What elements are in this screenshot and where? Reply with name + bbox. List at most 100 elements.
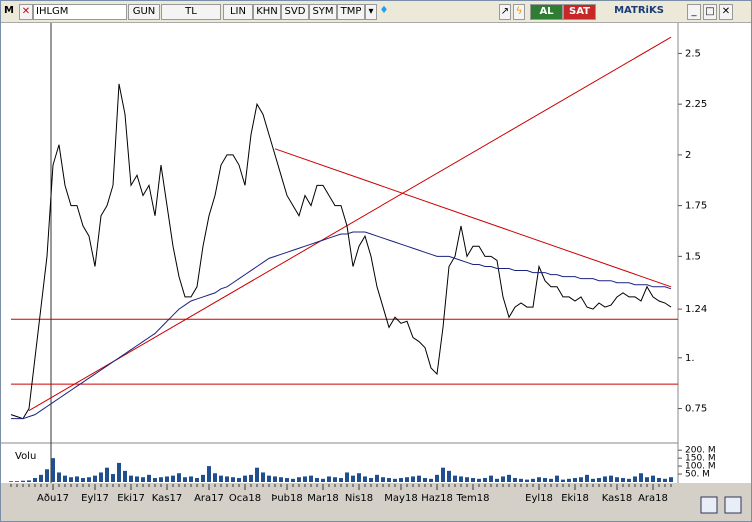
volume-bar: [135, 476, 139, 482]
volume-bar: [87, 477, 91, 482]
volume-bar: [405, 477, 409, 482]
volume-bar: [111, 474, 115, 482]
volume-bar: [303, 476, 307, 482]
volume-tick-label: 50. M: [685, 470, 710, 480]
volume-bar: [159, 477, 163, 482]
x-tick-label: Eyl18: [525, 493, 553, 504]
volume-bar: [9, 481, 13, 482]
volume-bar: [219, 475, 223, 482]
volume-bar: [609, 475, 613, 482]
volume-bar: [333, 477, 337, 482]
icon[interactable]: ϟ: [513, 4, 525, 20]
volume-bar: [369, 478, 373, 482]
volume-bar: [339, 478, 343, 482]
button[interactable]: TMP: [337, 4, 365, 20]
icon[interactable]: ↗: [499, 4, 511, 20]
volume-tick-label: 200. M: [685, 446, 716, 456]
button[interactable]: GUN: [128, 4, 160, 20]
volume-bar: [141, 477, 145, 482]
x-tick-label: Nis18: [345, 493, 373, 504]
volume-bar: [27, 480, 31, 482]
volume-bar: [501, 476, 505, 482]
volume-bar: [627, 478, 631, 482]
trend-line: [28, 36, 672, 411]
volume-bar: [507, 474, 511, 482]
symbol-input[interactable]: IHLGM: [33, 4, 127, 20]
button[interactable]: LIN: [223, 4, 253, 20]
volume-bar: [183, 477, 187, 482]
volume-bar: [249, 474, 253, 482]
sell-button[interactable]: SAT: [563, 4, 596, 20]
volume-bar: [177, 473, 181, 482]
settings-icon[interactable]: [700, 496, 718, 514]
volume-bar: [441, 467, 445, 482]
volume-bar: [363, 476, 367, 482]
window-button[interactable]: ✕: [719, 4, 733, 20]
volume-bar: [39, 474, 43, 482]
volume-bar: [171, 475, 175, 482]
volume-bar: [531, 478, 535, 482]
y-tick-label: 0.75: [685, 404, 707, 415]
volume-bar: [633, 476, 637, 482]
volume-bar: [309, 475, 313, 482]
volume-bar: [57, 472, 61, 482]
logo: M: [4, 5, 14, 16]
volume-bar: [99, 472, 103, 482]
volume-bar: [579, 477, 583, 482]
volume-bar: [255, 467, 259, 482]
volume-bar: [123, 470, 127, 482]
volume-bar: [591, 478, 595, 482]
y-tick-label: 2.5: [685, 48, 701, 59]
trend-line: [274, 148, 672, 288]
volume-bar: [351, 475, 355, 482]
volume-bar: [411, 476, 415, 482]
x-tick-label: Kas17: [152, 493, 182, 504]
x-tick-label: Ara17: [194, 493, 224, 504]
dropdown[interactable]: ▾: [365, 4, 377, 20]
volume-bar: [201, 474, 205, 482]
x-tick-label: May18: [384, 493, 417, 504]
volume-bar: [495, 478, 499, 482]
volume-bar: [81, 478, 85, 482]
button[interactable]: SYM: [309, 4, 337, 20]
volume-bar: [195, 478, 199, 482]
x-tick-label: Tem18: [455, 493, 489, 504]
y-tick-label: 1.24: [685, 304, 707, 315]
volume-bar: [51, 458, 55, 482]
x-tick-label: Ara18: [638, 493, 668, 504]
zoom-icon[interactable]: [724, 496, 742, 514]
window-button[interactable]: _: [687, 4, 701, 20]
volume-bar: [651, 475, 655, 482]
volume-bar: [525, 479, 529, 482]
volume-bar: [75, 476, 79, 482]
volume-bar: [483, 478, 487, 482]
volume-bar: [21, 480, 25, 482]
buy-button[interactable]: AL: [530, 4, 563, 20]
volume-bar: [555, 475, 559, 482]
volume-bar: [291, 478, 295, 482]
volume-bar: [93, 475, 97, 482]
volume-bar: [231, 477, 235, 482]
volume-bar: [489, 475, 493, 482]
close-symbol[interactable]: ✕: [19, 4, 33, 20]
volume-bar: [543, 478, 547, 482]
volume-bar: [657, 478, 661, 482]
volume-bar: [471, 478, 475, 482]
volume-bar: [33, 478, 37, 482]
twitter-icon[interactable]: ♦: [379, 5, 389, 16]
volume-bar: [45, 469, 49, 482]
y-tick-label: 1.: [685, 353, 695, 364]
volume-bar: [423, 478, 427, 482]
button[interactable]: TL: [161, 4, 221, 20]
button[interactable]: KHN: [253, 4, 281, 20]
volume-bar: [327, 476, 331, 482]
volume-bar: [429, 478, 433, 482]
volume-bar: [549, 478, 553, 482]
volume-bar: [69, 477, 73, 482]
x-tick-label: Eki17: [117, 493, 145, 504]
window-button[interactable]: □: [703, 4, 717, 20]
volume-bar: [639, 473, 643, 482]
volume-bar: [393, 478, 397, 482]
button[interactable]: SVD: [281, 4, 309, 20]
volume-bar: [117, 462, 121, 482]
